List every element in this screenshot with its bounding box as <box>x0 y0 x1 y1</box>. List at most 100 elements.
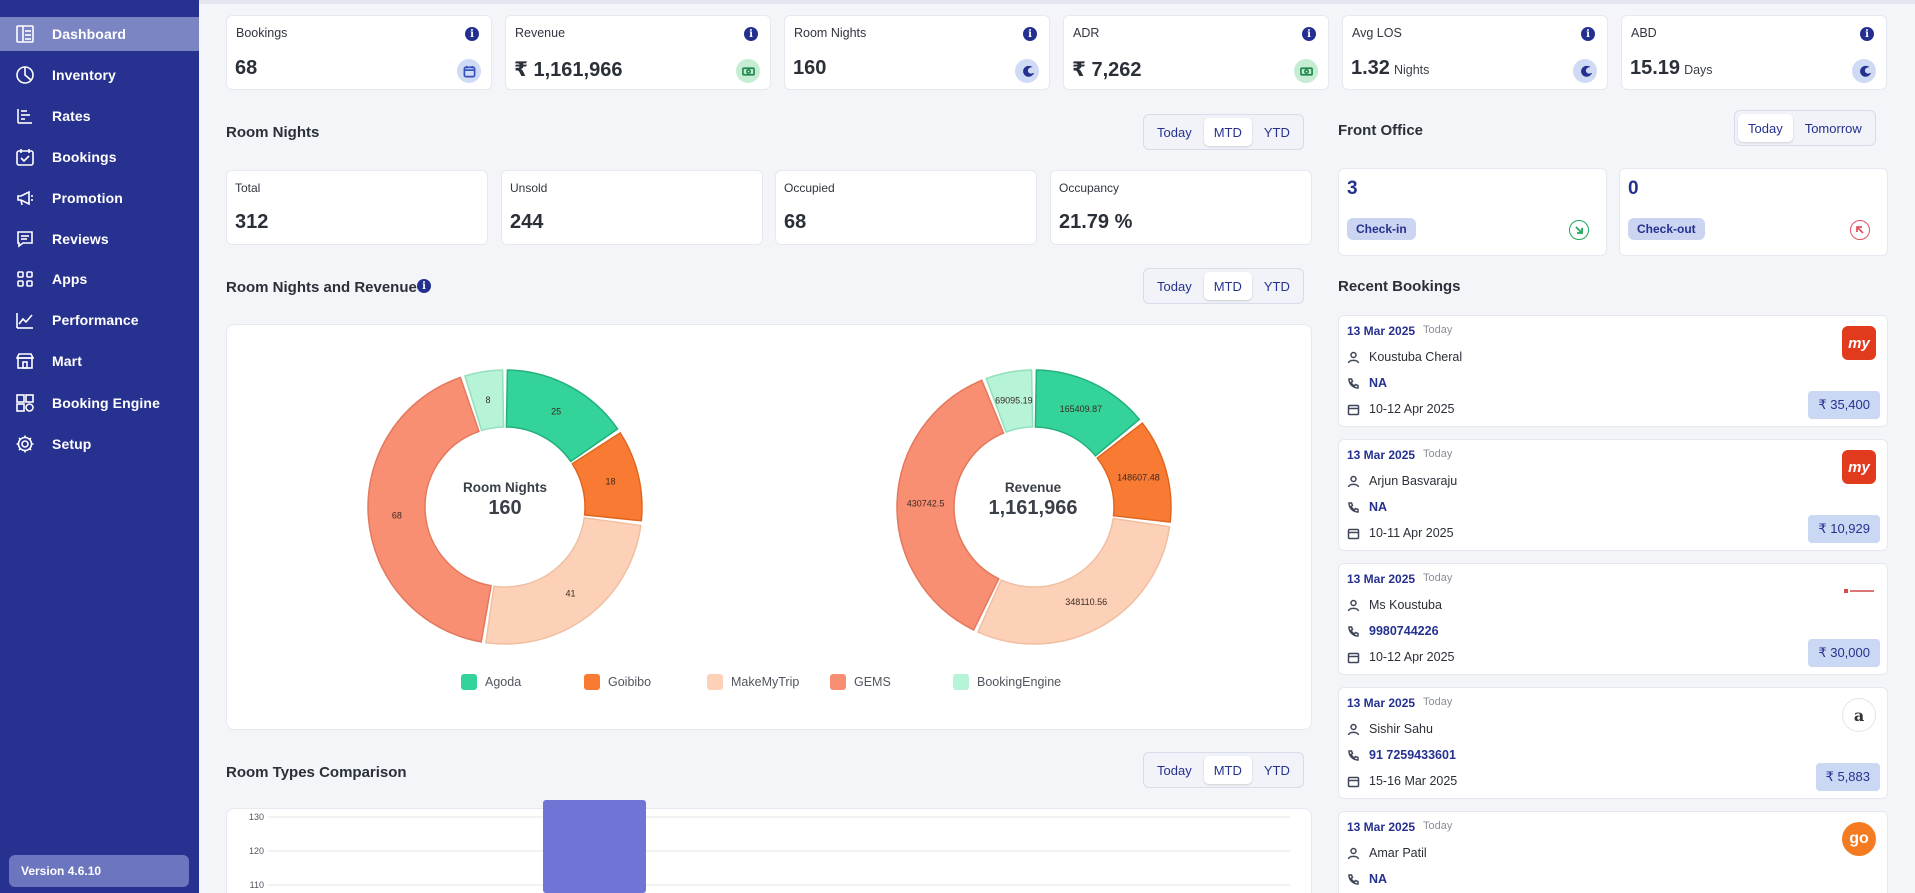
kpi-value: 68 <box>235 57 258 79</box>
user-icon <box>1347 351 1360 363</box>
arrow-up-left-icon <box>1850 220 1870 240</box>
period-option-today[interactable]: Today <box>1157 762 1192 778</box>
period-selector-room-nights: Today MTD YTD <box>1143 114 1304 150</box>
info-icon[interactable]: i <box>1023 27 1037 41</box>
kpi-label: Revenue <box>515 26 566 40</box>
stat-occupancy: Occupancy 21.79 % <box>1050 170 1312 245</box>
checkout-button[interactable]: Check-out <box>1628 218 1705 240</box>
legend-item-makemytrip[interactable]: MakeMyTrip <box>707 674 799 690</box>
sidebar-item-apps[interactable]: Apps <box>0 262 199 296</box>
legend-label: MakeMyTrip <box>731 675 800 689</box>
checkout-card[interactable]: 0 Check-out <box>1619 168 1888 256</box>
period-option-ytd[interactable]: YTD <box>1263 124 1290 140</box>
sidebar-item-label: Promotion <box>52 190 123 206</box>
sidebar-item-dashboard[interactable]: Dashboard <box>0 17 199 51</box>
legend-item-bookingengine[interactable]: BookingEngine <box>953 674 1061 690</box>
period-option-ytd[interactable]: YTD <box>1263 278 1290 294</box>
booking-card[interactable]: 13 Mar 2025 Today Sishir Sahu 91 7259433… <box>1338 687 1888 799</box>
sidebar-item-label: Dashboard <box>52 26 127 42</box>
booking-phone: NA <box>1347 500 1387 514</box>
room-types-chart-card <box>226 808 1312 893</box>
sidebar-item-label: Booking Engine <box>52 395 160 411</box>
legend-item-gems[interactable]: GEMS <box>830 674 891 690</box>
kpi-adr: ADR i ₹ 7,262 <box>1063 15 1329 90</box>
booking-phone: NA <box>1347 376 1387 390</box>
phone-icon <box>1348 377 1359 389</box>
booking-amount: ₹ 10,929 <box>1808 515 1880 543</box>
sidebar-item-booking-engine[interactable]: Booking Engine <box>0 386 199 420</box>
sidebar-item-promotion[interactable]: Promotion <box>0 181 199 215</box>
sidebar-item-label: Rates <box>52 108 91 124</box>
sidebar: Dashboard Inventory Rates Bookings Promo… <box>0 0 199 893</box>
store-icon <box>14 350 36 372</box>
period-option-mtd[interactable]: MTD <box>1203 118 1252 146</box>
sidebar-item-inventory[interactable]: Inventory <box>0 58 199 92</box>
legend-label: BookingEngine <box>977 675 1062 689</box>
info-icon[interactable]: i <box>744 27 758 41</box>
kpi-bookings: Bookings i 68 <box>226 15 492 90</box>
kpi-revenue: Revenue i ₹ 1,161,966 <box>505 15 771 90</box>
period-selector-room-types: Today MTD YTD <box>1143 752 1304 788</box>
period-option-today[interactable]: Today <box>1157 124 1192 140</box>
legend-label: GEMS <box>854 675 891 689</box>
checkout-count: 0 <box>1628 178 1639 199</box>
legend-label: Agoda <box>485 675 522 689</box>
legend-item-goibibo[interactable]: Goibibo <box>584 674 651 690</box>
booking-card[interactable]: 13 Mar 2025 Today Koustuba Cheral NA 10-… <box>1338 315 1888 427</box>
booking-day: Today <box>1423 448 1453 460</box>
legend-swatch <box>461 674 477 690</box>
booking-date: 13 Mar 2025 <box>1347 448 1416 462</box>
grid-icon <box>14 268 36 290</box>
booking-card[interactable]: 13 Mar 2025 Today Arjun Basvaraju NA 10-… <box>1338 439 1888 551</box>
sidebar-item-performance[interactable]: Performance <box>0 303 199 337</box>
trend-icon <box>14 309 36 331</box>
period-option-ytd[interactable]: YTD <box>1263 762 1290 778</box>
makemytrip-logo: my <box>1842 450 1876 484</box>
booking-guest: Sishir Sahu <box>1347 722 1433 736</box>
booking-phone: 91 7259433601 <box>1347 748 1456 762</box>
booking-card[interactable]: 13 Mar 2025 Today Amar Patil NA go <box>1338 811 1888 893</box>
booking-stay: 10-12 Apr 2025 <box>1347 650 1455 664</box>
engine-icon <box>14 392 36 414</box>
period-option-mtd[interactable]: MTD <box>1203 272 1252 300</box>
booking-day: Today <box>1423 696 1453 708</box>
version-badge: Version 4.6.10 <box>9 855 189 887</box>
period-option-tomorrow[interactable]: Tomorrow <box>1804 120 1862 136</box>
sidebar-item-setup[interactable]: Setup <box>0 427 199 461</box>
sidebar-item-rates[interactable]: Rates <box>0 99 199 133</box>
booking-amount: ₹ 35,400 <box>1808 391 1880 419</box>
booking-card[interactable]: 13 Mar 2025 Today Ms Koustuba 9980744226… <box>1338 563 1888 675</box>
checkin-card[interactable]: 3 Check-in <box>1338 168 1607 256</box>
period-option-mtd[interactable]: MTD <box>1203 756 1252 784</box>
moon-icon <box>1015 59 1039 83</box>
sidebar-item-mart[interactable]: Mart <box>0 344 199 378</box>
info-icon[interactable]: i <box>417 279 431 293</box>
info-icon[interactable]: i <box>1860 27 1874 41</box>
kpi-room-nights: Room Nights i 160 <box>784 15 1050 90</box>
kpi-label: Avg LOS <box>1352 26 1402 40</box>
donut-center-label-revenue: Revenue <box>1004 480 1062 495</box>
kpi-label: ADR <box>1073 26 1100 40</box>
info-icon[interactable]: i <box>465 27 479 41</box>
period-option-today[interactable]: Today <box>1157 278 1192 294</box>
checkin-button[interactable]: Check-in <box>1347 218 1416 240</box>
sidebar-item-bookings[interactable]: Bookings <box>0 140 199 174</box>
sidebar-item-reviews[interactable]: Reviews <box>0 222 199 256</box>
stat-value: 312 <box>235 211 269 233</box>
stat-value: 68 <box>784 211 807 233</box>
arrow-down-right-icon <box>1569 220 1589 240</box>
booking-phone: NA <box>1347 872 1387 886</box>
legend-item-agoda[interactable]: Agoda <box>461 674 521 690</box>
rates-icon <box>14 105 36 127</box>
info-icon[interactable]: i <box>1581 27 1595 41</box>
booking-day: Today <box>1423 820 1453 832</box>
booking-date: 13 Mar 2025 <box>1347 324 1416 338</box>
section-title-room-types: Room Types Comparison <box>226 764 407 781</box>
period-option-today[interactable]: Today <box>1738 114 1793 142</box>
info-icon[interactable]: i <box>1302 27 1316 41</box>
legend-swatch <box>830 674 846 690</box>
kpi-label: Bookings <box>236 26 288 40</box>
section-title-recent-bookings: Recent Bookings <box>1338 278 1461 295</box>
section-title-rn-revenue: Room Nights and Revenue <box>226 279 417 296</box>
stat-total: Total 312 <box>226 170 488 245</box>
